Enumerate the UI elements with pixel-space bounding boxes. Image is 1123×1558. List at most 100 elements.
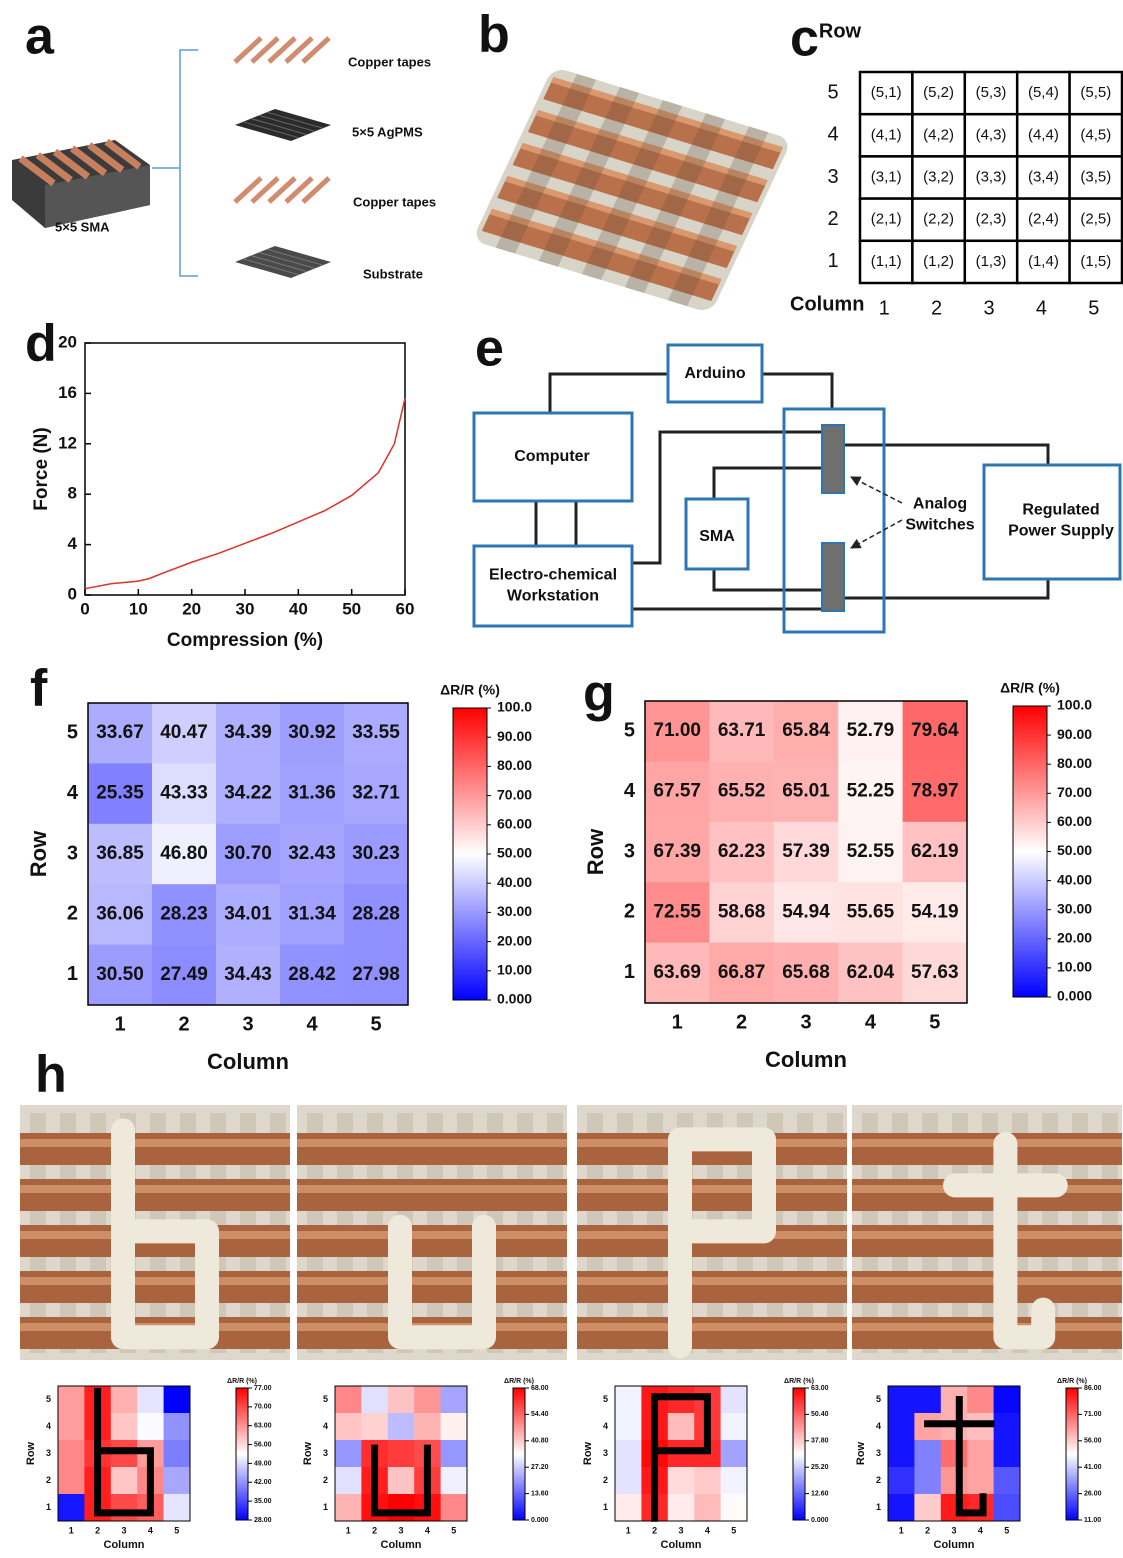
column-label: 3: [678, 1525, 683, 1535]
cell-value-label: 34.22: [224, 783, 272, 804]
photo-copper-shine: [852, 1323, 1122, 1331]
cell-value-label: 30.92: [288, 722, 336, 743]
cell-label: (1,2): [923, 253, 954, 270]
row-label: 2: [46, 1475, 51, 1485]
heatmap-cell: [111, 1494, 138, 1522]
cell-value-label: 33.67: [96, 722, 144, 743]
colorbar-tick-label: 49.00: [254, 1460, 272, 1467]
node-label: Electro-chemical: [489, 567, 617, 584]
column-label: 4: [148, 1525, 153, 1535]
cell-label: (3,4): [1028, 168, 1059, 185]
wire: [762, 374, 832, 409]
heatmap-cell: [441, 1467, 468, 1495]
colorbar-tick-label: 10.00: [1057, 959, 1092, 975]
colorbar-tick-label: 68.00: [531, 1385, 549, 1392]
cell-value-label: 63.69: [653, 962, 701, 983]
colorbar-tick-label: 30.00: [497, 903, 532, 919]
plot-frame: [85, 343, 405, 595]
cell-value-label: 78.97: [911, 781, 959, 802]
photo-copper: [852, 1133, 1122, 1165]
cell-value-label: 63.71: [718, 720, 766, 741]
column-label: 5: [370, 1013, 381, 1035]
colorbar-tick-label: 37.80: [811, 1438, 829, 1445]
node-label: Workstation: [507, 588, 599, 605]
photo-copper: [20, 1271, 290, 1303]
row-label: 3: [603, 1448, 608, 1458]
x-tick-label: 60: [396, 599, 415, 618]
column-label: 3: [398, 1525, 403, 1535]
column-label: 2: [931, 297, 942, 319]
row-label: 3: [876, 1448, 881, 1458]
cell-value-label: 27.98: [352, 964, 400, 985]
row-label: 4: [603, 1421, 608, 1431]
row-label: 4: [827, 124, 838, 146]
heatmap-cell: [388, 1467, 415, 1495]
wire: [844, 445, 1048, 465]
row-label: 5: [67, 721, 78, 743]
x-axis-label: Column: [104, 1539, 145, 1551]
y-tick-label: 4: [68, 534, 78, 553]
heatmap-cell: [888, 1386, 915, 1414]
heatmap-cell: [335, 1467, 362, 1495]
cell-label: (2,5): [1080, 211, 1111, 228]
photo-copper-shine: [297, 1139, 567, 1147]
device-label: 5×5 SMA: [55, 219, 110, 234]
colorbar-title: ΔR/R (%): [227, 1378, 257, 1385]
x-tick-label: 50: [342, 599, 361, 618]
heatmap-cell: [137, 1386, 164, 1414]
heatmap-cell: [58, 1386, 85, 1414]
heatmap-cell: [694, 1494, 721, 1522]
column-label: 2: [736, 1011, 747, 1033]
photo-copper-shine: [20, 1277, 290, 1285]
photo-copper: [297, 1225, 567, 1257]
layer-label: Copper tapes: [353, 194, 436, 209]
cell-value-label: 28.42: [288, 964, 336, 985]
heatmap-cell: [164, 1440, 191, 1468]
colorbar-tick-label: 28.00: [254, 1517, 272, 1524]
figure: abcdefghCopper tapes5×5 AgPMSCopper tape…: [0, 0, 1123, 1558]
analog-switch: [822, 425, 844, 493]
colorbar: [1013, 706, 1047, 997]
heatmap-cell: [58, 1494, 85, 1522]
row-label: 5: [46, 1394, 51, 1404]
heatmap-cell: [721, 1467, 748, 1495]
cell-value-label: 34.01: [224, 903, 272, 924]
colorbar: [453, 708, 487, 1000]
cell-label: (3,3): [976, 168, 1007, 185]
cell-label: (5,1): [871, 84, 902, 101]
cell-value-label: 28.23: [160, 903, 208, 924]
heatmap-cell: [914, 1467, 941, 1495]
cell-value-label: 27.49: [160, 964, 208, 985]
panel-label: b: [478, 6, 510, 64]
device-photo: [472, 67, 792, 314]
row-label: 4: [67, 782, 79, 804]
heatmap-cell: [914, 1440, 941, 1468]
colorbar-tick-label: 0.000: [497, 991, 532, 1007]
column-label: 3: [983, 297, 994, 319]
row-label: 2: [323, 1475, 328, 1485]
cell-value-label: 32.43: [288, 843, 336, 864]
cell-label: (4,2): [923, 126, 954, 143]
y-axis-label: Row: [583, 828, 608, 875]
row-label: 2: [67, 903, 78, 925]
row-label: 3: [624, 840, 635, 862]
colorbar-tick-label: 71.00: [1084, 1411, 1102, 1418]
row-label: 3: [46, 1448, 51, 1458]
column-label: 1: [672, 1011, 683, 1033]
photo-copper-shine: [20, 1185, 290, 1193]
cell-value-label: 71.00: [653, 720, 701, 741]
cell-label: (2,2): [923, 211, 954, 228]
heatmap-cell: [994, 1440, 1021, 1468]
heatmap-cell: [361, 1413, 388, 1441]
colorbar-title: ΔR/R (%): [504, 1378, 534, 1385]
cell-value-label: 65.01: [782, 781, 830, 802]
colorbar-tick-label: 54.40: [531, 1411, 549, 1418]
colorbar-tick-label: 70.00: [497, 786, 532, 802]
cell-label: (5,5): [1080, 84, 1111, 101]
heatmap-cell: [441, 1494, 468, 1522]
y-axis-label: Row: [855, 1441, 867, 1465]
colorbar-tick-label: 40.00: [1057, 871, 1092, 887]
colorbar: [513, 1388, 525, 1520]
photo-copper: [20, 1133, 290, 1165]
colorbar-tick-label: 40.00: [497, 874, 532, 890]
